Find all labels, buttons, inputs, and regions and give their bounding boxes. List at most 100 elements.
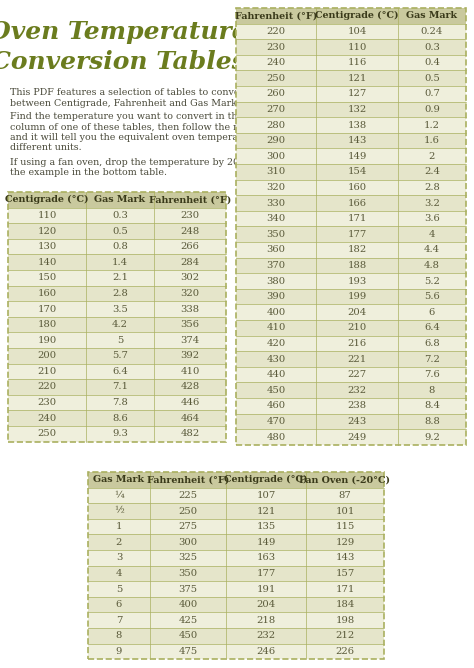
- Text: 227: 227: [347, 370, 366, 379]
- Text: Centigrade (°C): Centigrade (°C): [5, 195, 89, 204]
- Text: 0.8: 0.8: [112, 242, 128, 251]
- Bar: [236, 164, 466, 180]
- Text: 87: 87: [338, 491, 351, 500]
- Text: 1: 1: [116, 522, 122, 531]
- Text: 310: 310: [266, 167, 286, 176]
- Text: 171: 171: [347, 214, 367, 223]
- Text: 410: 410: [266, 323, 286, 332]
- Bar: [236, 180, 466, 195]
- Text: 475: 475: [178, 647, 198, 656]
- Text: 250: 250: [178, 506, 198, 516]
- Text: 5: 5: [117, 336, 123, 345]
- Text: This PDF features a selection of tables to convert
between Centigrade, Fahrenhei: This PDF features a selection of tables …: [10, 88, 284, 108]
- Text: 370: 370: [266, 261, 285, 270]
- Text: 240: 240: [266, 58, 286, 67]
- Text: 163: 163: [256, 553, 275, 562]
- Text: 121: 121: [256, 506, 276, 516]
- Text: 275: 275: [178, 522, 198, 531]
- Text: 7: 7: [116, 616, 122, 625]
- Text: ½: ½: [114, 506, 124, 516]
- Text: 204: 204: [347, 308, 366, 317]
- Text: 7.8: 7.8: [112, 398, 128, 407]
- Bar: [8, 363, 226, 379]
- Text: 420: 420: [266, 339, 286, 348]
- Text: 4.4: 4.4: [424, 245, 440, 255]
- Bar: [8, 301, 226, 317]
- Text: 266: 266: [181, 242, 200, 251]
- Text: 121: 121: [347, 73, 367, 83]
- Text: 150: 150: [37, 273, 56, 283]
- Bar: [88, 534, 384, 550]
- Bar: [8, 238, 226, 255]
- Text: 8.8: 8.8: [424, 417, 440, 426]
- Text: 320: 320: [266, 183, 285, 192]
- Bar: [236, 70, 466, 86]
- Text: 127: 127: [347, 90, 366, 98]
- Bar: [236, 382, 466, 398]
- Bar: [236, 195, 466, 211]
- Text: 0.3: 0.3: [424, 43, 440, 51]
- Text: 149: 149: [256, 538, 276, 546]
- Bar: [8, 348, 226, 363]
- Bar: [8, 410, 226, 426]
- Text: 160: 160: [347, 183, 366, 192]
- Text: 302: 302: [181, 273, 200, 283]
- Text: 8: 8: [429, 385, 435, 395]
- Text: Conversion Tables: Conversion Tables: [0, 50, 246, 74]
- Text: 6: 6: [116, 600, 122, 609]
- Text: Find the temperature you want to convert in the left hand
column of one of these: Find the temperature you want to convert…: [10, 112, 289, 152]
- Text: 3.6: 3.6: [424, 214, 440, 223]
- Text: 446: 446: [181, 398, 200, 407]
- Bar: [8, 286, 226, 301]
- Text: 3.2: 3.2: [424, 198, 440, 208]
- Text: Fahrenheit (°F): Fahrenheit (°F): [235, 11, 317, 20]
- Text: 380: 380: [266, 277, 285, 285]
- Bar: [236, 133, 466, 148]
- Text: 450: 450: [266, 385, 286, 395]
- Text: 2.8: 2.8: [112, 289, 128, 298]
- Text: Gas Mark: Gas Mark: [93, 476, 145, 484]
- Text: 220: 220: [266, 27, 285, 36]
- Text: 220: 220: [37, 383, 56, 391]
- Bar: [236, 351, 466, 367]
- Text: Gas Mark: Gas Mark: [407, 11, 457, 20]
- Text: Centigrade (°C): Centigrade (°C): [224, 475, 308, 484]
- Text: 177: 177: [256, 569, 275, 578]
- Text: If using a fan oven, drop the temperature by 20°C, see
the example in the bottom: If using a fan oven, drop the temperatur…: [10, 158, 273, 178]
- Text: 218: 218: [256, 616, 275, 625]
- Text: 410: 410: [180, 367, 200, 376]
- Text: 400: 400: [266, 308, 286, 317]
- Text: 200: 200: [37, 351, 56, 360]
- Text: 340: 340: [266, 214, 286, 223]
- Text: 225: 225: [178, 491, 198, 500]
- Text: 450: 450: [178, 631, 198, 641]
- Bar: [88, 613, 384, 628]
- Text: 4: 4: [429, 230, 435, 238]
- Text: 464: 464: [181, 413, 200, 423]
- Bar: [88, 472, 384, 659]
- Text: 8.4: 8.4: [424, 401, 440, 410]
- Bar: [236, 398, 466, 413]
- Bar: [236, 86, 466, 102]
- Text: 143: 143: [347, 136, 367, 145]
- Text: 240: 240: [37, 413, 56, 423]
- Text: 180: 180: [37, 320, 56, 329]
- Text: 375: 375: [178, 584, 198, 593]
- Text: 1.2: 1.2: [424, 120, 440, 130]
- Text: 138: 138: [347, 120, 366, 130]
- Text: 360: 360: [266, 245, 285, 255]
- Text: 6: 6: [429, 308, 435, 317]
- Text: 120: 120: [37, 226, 56, 236]
- Bar: [8, 255, 226, 270]
- Bar: [88, 488, 384, 503]
- Text: 338: 338: [181, 305, 200, 313]
- Bar: [236, 148, 466, 164]
- Text: Oven Temperature: Oven Temperature: [0, 20, 247, 44]
- Text: 356: 356: [181, 320, 200, 329]
- Text: 140: 140: [37, 258, 57, 267]
- Bar: [236, 413, 466, 430]
- Bar: [8, 379, 226, 395]
- Text: 290: 290: [266, 136, 285, 145]
- Text: 204: 204: [256, 600, 275, 609]
- Text: 190: 190: [37, 336, 56, 345]
